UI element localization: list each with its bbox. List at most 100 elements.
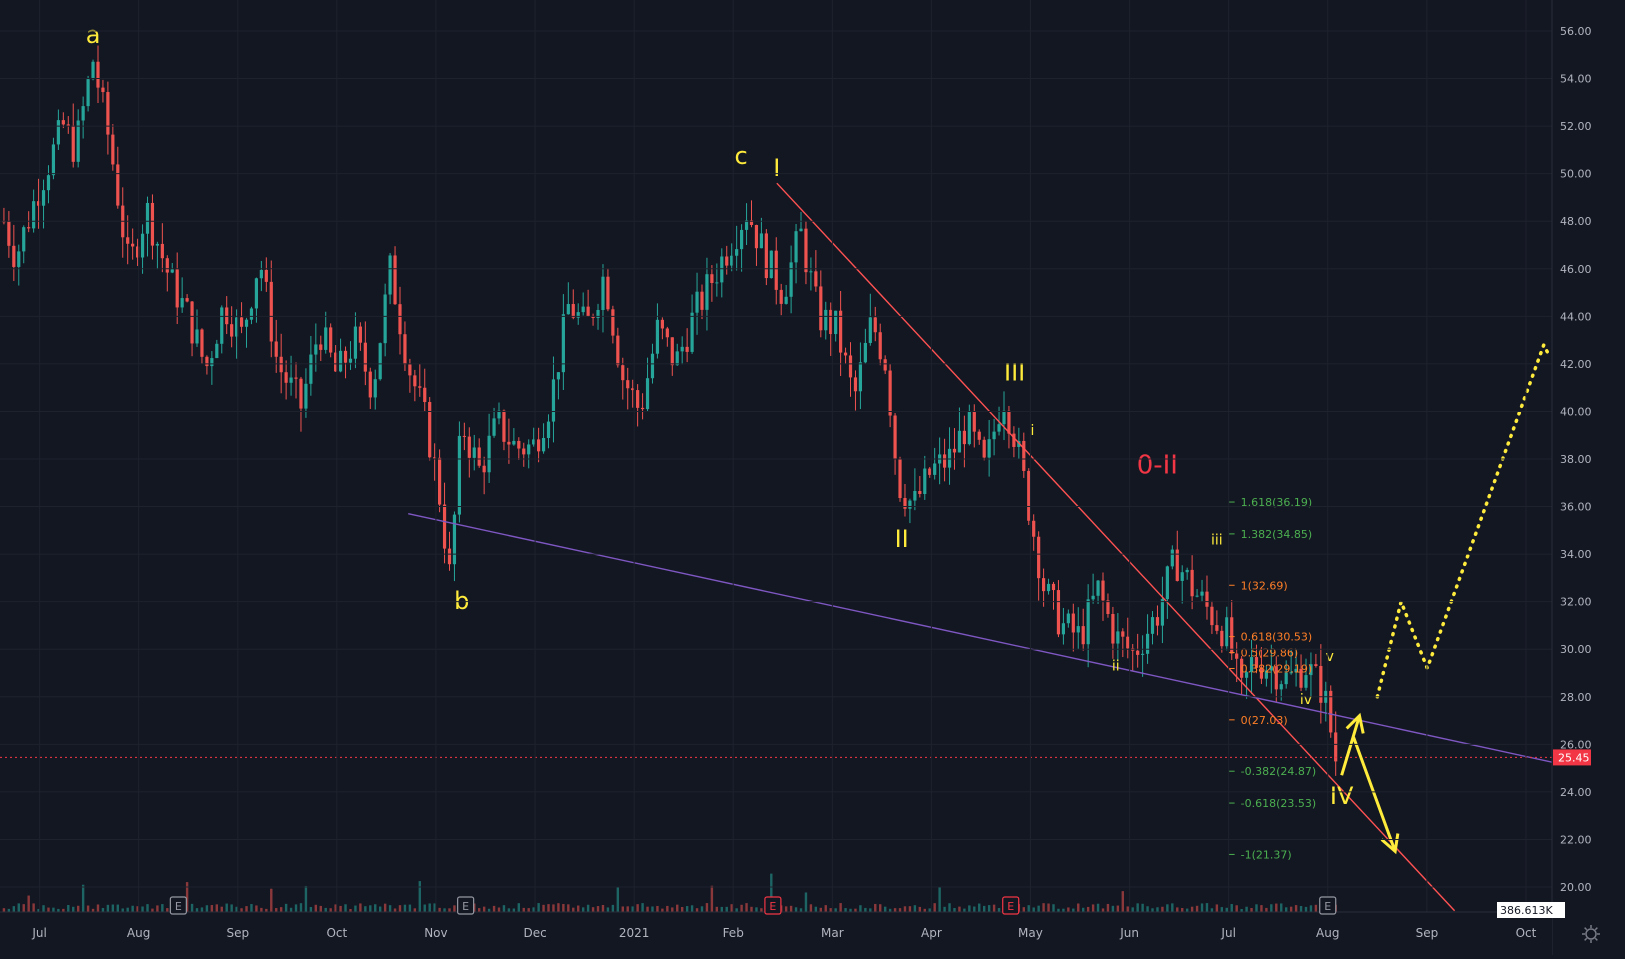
volume-bar bbox=[22, 904, 25, 912]
candle-body bbox=[1037, 536, 1041, 579]
volume-bar bbox=[299, 903, 303, 912]
volume-bar bbox=[1151, 908, 1154, 912]
candle-body bbox=[205, 356, 209, 367]
candle-body bbox=[497, 410, 501, 419]
candle-body bbox=[636, 390, 640, 408]
earnings-marker[interactable] bbox=[457, 896, 475, 915]
candle-body bbox=[239, 317, 244, 327]
volume-bar bbox=[1072, 908, 1075, 912]
gear-icon[interactable] bbox=[1585, 928, 1597, 940]
volume-bar bbox=[1200, 903, 1204, 912]
trend-line-resistance[interactable] bbox=[776, 182, 1456, 912]
wave-label: iii bbox=[1211, 533, 1223, 549]
volume-bar bbox=[1042, 903, 1045, 912]
volume-bar bbox=[879, 904, 882, 912]
candle-body bbox=[804, 228, 808, 273]
candle-body bbox=[131, 243, 135, 247]
volume-bar bbox=[1171, 903, 1174, 912]
candle-body bbox=[264, 269, 268, 282]
y-tick-label: 42.00 bbox=[1560, 358, 1592, 371]
volume-bar bbox=[185, 882, 189, 912]
volume-bar bbox=[443, 908, 446, 912]
candle-body bbox=[180, 298, 184, 308]
candle-body bbox=[126, 237, 130, 244]
candle-body bbox=[735, 249, 739, 256]
candle-body bbox=[111, 134, 115, 165]
candle-body bbox=[66, 124, 70, 126]
volume-bar bbox=[1027, 905, 1030, 912]
candle-body bbox=[215, 343, 219, 359]
volume-bar bbox=[47, 907, 50, 912]
fib-label: 0.382(29.19) bbox=[1241, 662, 1313, 675]
volume-bar bbox=[784, 906, 788, 912]
candle-body bbox=[670, 337, 674, 366]
volume-bar bbox=[532, 907, 535, 912]
earnings-marker[interactable] bbox=[1319, 896, 1337, 915]
volume-bar bbox=[690, 905, 694, 912]
candle-body bbox=[824, 309, 828, 331]
volume-bar bbox=[1230, 904, 1233, 912]
volume-bar bbox=[408, 904, 412, 912]
volume-bar bbox=[918, 906, 922, 912]
earnings-marker[interactable] bbox=[764, 896, 782, 915]
candle-body bbox=[665, 328, 669, 338]
candle-body bbox=[992, 431, 996, 440]
volume-bar bbox=[1037, 905, 1040, 912]
volume-bar bbox=[403, 904, 407, 912]
candle-body bbox=[423, 387, 427, 403]
earnings-marker[interactable] bbox=[169, 896, 187, 915]
candle-body bbox=[165, 258, 169, 273]
volume-bar bbox=[205, 905, 209, 912]
volume-bar bbox=[344, 904, 347, 912]
volume-bar bbox=[492, 905, 496, 912]
x-tick-label: Mar bbox=[821, 926, 844, 940]
volume-bar bbox=[393, 908, 397, 912]
candle-body bbox=[408, 364, 412, 376]
volume-bar bbox=[1022, 907, 1025, 912]
volume-bar bbox=[859, 905, 862, 912]
volume-bar bbox=[136, 906, 139, 912]
volume-bar bbox=[1314, 904, 1318, 912]
candle-body bbox=[1121, 631, 1125, 637]
candle-body bbox=[809, 271, 813, 273]
candle-body bbox=[81, 106, 85, 121]
candle-body bbox=[185, 298, 189, 302]
earnings-marker[interactable] bbox=[1002, 896, 1020, 915]
candle-body bbox=[1076, 626, 1080, 633]
volume-bar bbox=[888, 908, 892, 912]
candle-body bbox=[571, 304, 575, 318]
candle-body bbox=[418, 386, 422, 388]
volume-bar bbox=[67, 904, 70, 912]
candle-body bbox=[611, 309, 615, 336]
candle-body bbox=[1145, 633, 1150, 654]
candle-body bbox=[789, 262, 793, 297]
volume-bar bbox=[1289, 906, 1293, 912]
trend-line-support[interactable] bbox=[408, 513, 1580, 769]
candle-body bbox=[977, 431, 981, 440]
volume-bar bbox=[482, 906, 486, 912]
volume-bar bbox=[1195, 905, 1199, 912]
candle-body bbox=[908, 500, 912, 509]
gear-icon-tooth bbox=[1594, 937, 1598, 941]
candle-body bbox=[41, 190, 46, 206]
time-axis-bg bbox=[0, 912, 1552, 955]
candle-body bbox=[200, 329, 204, 357]
candle-body bbox=[537, 439, 541, 452]
volume-bar bbox=[215, 904, 219, 912]
y-tick-label: 36.00 bbox=[1560, 501, 1592, 514]
candle-body bbox=[507, 441, 511, 445]
candle-body bbox=[695, 291, 699, 313]
candle-body bbox=[388, 255, 392, 295]
candle-body bbox=[512, 440, 516, 445]
volume-bar bbox=[383, 903, 387, 912]
candle-body bbox=[254, 278, 259, 309]
y-tick-label: 24.00 bbox=[1560, 786, 1592, 799]
earnings-marker-label: E bbox=[175, 900, 182, 913]
candle-body bbox=[596, 309, 600, 318]
wave-label: i bbox=[1031, 423, 1035, 439]
volume-bar bbox=[760, 908, 763, 912]
volume-bar bbox=[646, 906, 649, 912]
volume-bar bbox=[76, 905, 80, 912]
candle-body bbox=[1240, 658, 1244, 678]
